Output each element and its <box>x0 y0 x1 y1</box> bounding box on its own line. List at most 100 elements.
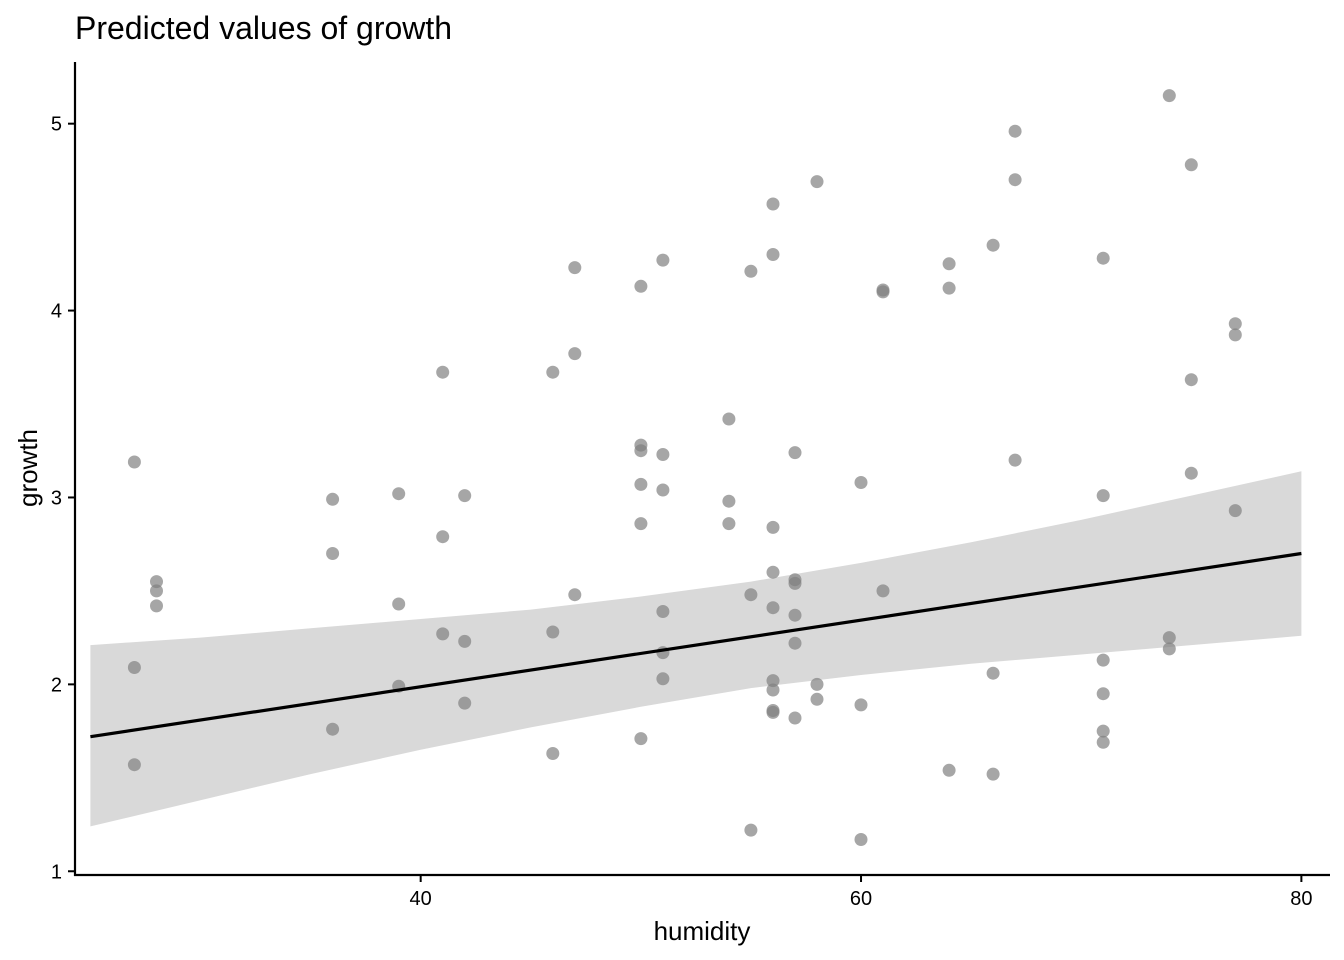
data-point <box>766 674 780 688</box>
data-point <box>1162 89 1176 103</box>
data-point <box>1096 489 1110 503</box>
regression-line <box>90 551 1302 739</box>
data-point <box>788 711 802 725</box>
y-ticks: 1 2 3 4 5 <box>51 114 75 883</box>
data-point <box>744 823 758 837</box>
data-point <box>656 672 670 686</box>
y-tick-label: 3 <box>51 487 62 509</box>
data-point <box>766 197 780 211</box>
data-point <box>942 281 956 295</box>
data-point <box>1096 653 1110 667</box>
data-point <box>744 264 758 278</box>
data-point <box>458 696 472 710</box>
data-point <box>656 253 670 267</box>
data-point <box>326 722 340 736</box>
data-point <box>458 634 472 648</box>
data-point <box>986 238 1000 252</box>
data-point <box>634 279 648 293</box>
y-tick-label: 1 <box>51 861 62 883</box>
confidence-band <box>90 471 1302 827</box>
data-point <box>1162 631 1176 645</box>
data-point <box>788 636 802 650</box>
confidence-band-layer <box>90 471 1302 827</box>
data-point <box>1228 317 1242 331</box>
data-point <box>788 608 802 622</box>
data-point <box>546 625 560 639</box>
data-point <box>150 599 163 613</box>
data-point <box>766 248 780 261</box>
data-point <box>876 285 890 299</box>
data-point <box>788 576 802 590</box>
data-point <box>546 747 560 760</box>
data-point <box>1096 735 1110 749</box>
data-point <box>326 547 340 560</box>
data-point <box>810 692 824 706</box>
data-point <box>458 489 472 503</box>
data-point <box>127 661 141 674</box>
data-point <box>788 446 802 460</box>
data-point <box>436 530 450 544</box>
data-point <box>766 683 780 697</box>
data-point <box>1184 373 1198 387</box>
data-point <box>1096 251 1110 265</box>
data-point <box>1008 453 1022 467</box>
data-point <box>634 477 648 491</box>
y-tick-label: 2 <box>51 674 62 696</box>
data-point <box>722 517 736 531</box>
x-tick-label: 60 <box>850 888 872 910</box>
data-point <box>568 261 582 275</box>
data-point <box>546 365 560 379</box>
data-point <box>766 601 780 615</box>
data-point <box>1008 173 1022 187</box>
data-point <box>1096 724 1110 738</box>
data-point <box>876 584 890 598</box>
data-point <box>1162 642 1176 656</box>
data-point <box>1096 687 1110 701</box>
data-point <box>568 347 582 361</box>
data-point <box>1184 158 1198 172</box>
data-point <box>634 517 648 531</box>
data-point <box>436 627 450 641</box>
data-point <box>150 575 163 589</box>
data-point <box>722 412 736 426</box>
data-point <box>127 455 141 469</box>
data-point <box>634 732 648 746</box>
data-point <box>656 448 670 461</box>
data-point <box>436 365 450 379</box>
data-point <box>810 175 824 189</box>
data-point <box>810 677 824 691</box>
data-point <box>1228 328 1242 342</box>
fit-line-layer <box>90 551 1302 739</box>
data-point <box>722 494 736 508</box>
data-point <box>392 597 406 611</box>
data-point <box>854 833 868 846</box>
data-point <box>744 588 758 602</box>
data-point <box>656 483 670 497</box>
data-point <box>986 767 1000 781</box>
data-point <box>656 605 670 618</box>
data-point <box>1184 466 1198 480</box>
chart-title: Predicted values of growth <box>75 10 452 46</box>
data-point <box>854 476 868 489</box>
data-point <box>942 763 956 777</box>
y-tick-label: 4 <box>51 301 62 323</box>
data-point <box>150 584 163 598</box>
data-point <box>1228 504 1242 518</box>
x-axis-title: humidity <box>654 916 751 946</box>
data-point <box>854 698 868 712</box>
data-point <box>986 666 1000 680</box>
data-point <box>942 257 956 271</box>
y-axis-title: growth <box>13 429 43 507</box>
data-point <box>568 588 582 602</box>
data-point <box>766 705 780 719</box>
data-point <box>127 758 141 772</box>
data-point <box>634 444 648 458</box>
x-tick-label: 80 <box>1290 888 1312 910</box>
data-point <box>1008 124 1022 138</box>
data-point <box>326 492 340 506</box>
x-tick-label: 40 <box>410 888 432 910</box>
data-point <box>766 565 780 579</box>
y-tick-label: 5 <box>51 114 62 136</box>
data-point <box>766 520 780 534</box>
